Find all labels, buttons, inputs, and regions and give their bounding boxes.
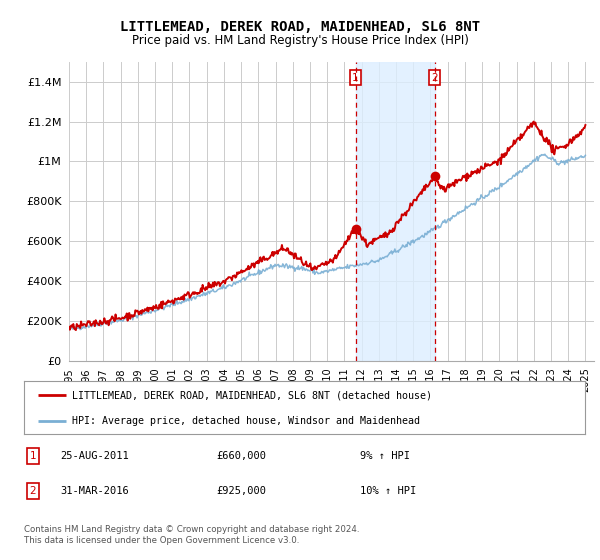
Text: HPI: Average price, detached house, Windsor and Maidenhead: HPI: Average price, detached house, Wind… <box>71 416 419 426</box>
Text: 1: 1 <box>29 451 37 461</box>
Text: Contains HM Land Registry data © Crown copyright and database right 2024.
This d: Contains HM Land Registry data © Crown c… <box>24 525 359 545</box>
Text: Price paid vs. HM Land Registry's House Price Index (HPI): Price paid vs. HM Land Registry's House … <box>131 34 469 46</box>
Text: LITTLEMEAD, DEREK ROAD, MAIDENHEAD, SL6 8NT: LITTLEMEAD, DEREK ROAD, MAIDENHEAD, SL6 … <box>120 20 480 34</box>
Bar <box>356 62 435 361</box>
Text: 10% ↑ HPI: 10% ↑ HPI <box>360 486 416 496</box>
Text: 1: 1 <box>352 73 359 82</box>
Text: 31-MAR-2016: 31-MAR-2016 <box>60 486 129 496</box>
Text: 9% ↑ HPI: 9% ↑ HPI <box>360 451 410 461</box>
Text: £925,000: £925,000 <box>216 486 266 496</box>
Text: £660,000: £660,000 <box>216 451 266 461</box>
Text: 2: 2 <box>29 486 37 496</box>
Text: 25-AUG-2011: 25-AUG-2011 <box>60 451 129 461</box>
Text: 2: 2 <box>431 73 438 82</box>
Text: LITTLEMEAD, DEREK ROAD, MAIDENHEAD, SL6 8NT (detached house): LITTLEMEAD, DEREK ROAD, MAIDENHEAD, SL6 … <box>71 390 431 400</box>
